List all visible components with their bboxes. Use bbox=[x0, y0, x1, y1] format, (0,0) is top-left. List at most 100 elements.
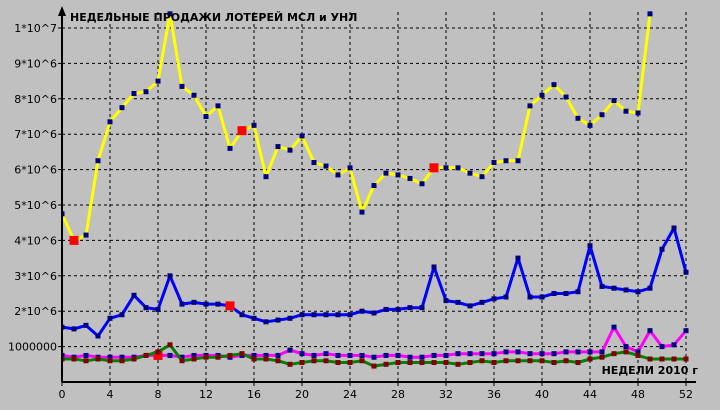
data-point bbox=[251, 122, 257, 128]
data-point bbox=[119, 358, 125, 364]
data-point bbox=[623, 287, 629, 293]
data-point bbox=[443, 165, 449, 171]
data-point bbox=[611, 324, 617, 330]
data-point bbox=[563, 291, 569, 296]
data-point bbox=[491, 360, 497, 366]
data-point bbox=[647, 285, 653, 291]
y-tick-label: 2*10^6 bbox=[14, 305, 57, 318]
y-tick-label: 7*10^6 bbox=[14, 128, 57, 141]
data-point bbox=[299, 312, 305, 318]
data-point bbox=[179, 358, 185, 364]
data-point bbox=[71, 356, 77, 362]
data-point bbox=[359, 352, 365, 358]
data-point bbox=[227, 145, 233, 151]
data-point bbox=[515, 349, 521, 355]
data-point bbox=[575, 360, 581, 366]
data-point bbox=[479, 174, 485, 180]
data-point bbox=[395, 172, 401, 178]
x-tick-label: 20 bbox=[295, 388, 309, 401]
x-tick-label: 4 bbox=[107, 388, 114, 401]
data-point bbox=[323, 358, 329, 364]
y-tick-label: 1000000 bbox=[8, 341, 57, 354]
data-point bbox=[71, 326, 77, 332]
data-point bbox=[191, 92, 197, 98]
data-point bbox=[275, 358, 281, 364]
data-point bbox=[311, 358, 317, 364]
data-point bbox=[275, 352, 281, 358]
data-point bbox=[371, 310, 377, 316]
data-point bbox=[587, 122, 593, 128]
data-point bbox=[419, 305, 425, 311]
x-tick-label: 8 bbox=[155, 388, 162, 401]
data-point bbox=[335, 360, 341, 366]
data-point bbox=[551, 360, 557, 366]
x-tick-label: 12 bbox=[199, 388, 213, 401]
x-tick-label: 16 bbox=[247, 388, 261, 401]
data-point bbox=[635, 352, 641, 358]
data-point bbox=[335, 312, 341, 318]
data-point bbox=[443, 360, 449, 366]
data-point bbox=[155, 306, 161, 312]
data-point bbox=[659, 356, 665, 362]
data-point bbox=[611, 285, 617, 291]
data-point bbox=[587, 349, 593, 355]
data-point bbox=[551, 291, 557, 296]
data-point bbox=[263, 319, 269, 325]
data-point bbox=[539, 294, 545, 300]
data-point bbox=[167, 342, 173, 348]
data-point bbox=[599, 354, 605, 360]
data-point bbox=[263, 174, 269, 180]
x-tick-label: 0 bbox=[59, 388, 66, 401]
data-point bbox=[287, 361, 293, 367]
data-point bbox=[203, 354, 209, 360]
data-point bbox=[515, 358, 521, 364]
data-point bbox=[155, 78, 161, 84]
data-point bbox=[515, 255, 521, 261]
data-point bbox=[323, 351, 329, 357]
data-point bbox=[62, 324, 65, 330]
data-point bbox=[659, 246, 665, 252]
data-point bbox=[563, 349, 569, 355]
data-point bbox=[515, 158, 521, 164]
data-point bbox=[371, 183, 377, 189]
data-point bbox=[611, 351, 617, 357]
data-point bbox=[539, 92, 545, 98]
x-tick-label: 40 bbox=[535, 388, 549, 401]
data-point bbox=[119, 105, 125, 111]
data-point bbox=[143, 89, 149, 95]
data-point bbox=[611, 98, 617, 104]
data-point bbox=[239, 351, 245, 357]
series-blue bbox=[62, 225, 689, 339]
chart-title: НЕДЕЛЬНЫЕ ПРОДАЖИ ЛОТЕРЕЙ МСЛ и УНЛ bbox=[70, 11, 357, 24]
data-point bbox=[431, 264, 437, 270]
data-point bbox=[539, 358, 545, 364]
data-point bbox=[287, 147, 293, 153]
data-point bbox=[95, 333, 101, 339]
data-point bbox=[359, 209, 365, 215]
x-tick-label: 32 bbox=[439, 388, 453, 401]
data-point bbox=[671, 356, 677, 362]
data-point bbox=[443, 352, 449, 358]
data-point bbox=[347, 352, 353, 358]
data-point bbox=[323, 312, 329, 318]
data-point bbox=[527, 103, 533, 109]
highlight-marker bbox=[225, 301, 235, 311]
y-tick-label: 6*10^6 bbox=[14, 164, 57, 177]
data-point bbox=[215, 301, 221, 307]
highlight-marker bbox=[153, 350, 163, 360]
data-point bbox=[383, 352, 389, 358]
data-point bbox=[179, 301, 185, 307]
data-point bbox=[551, 82, 557, 88]
x-tick-label: 44 bbox=[583, 388, 597, 401]
data-point bbox=[359, 308, 365, 314]
series-layer bbox=[62, 11, 689, 369]
data-point bbox=[251, 315, 257, 321]
data-point bbox=[599, 349, 605, 355]
data-point bbox=[107, 315, 113, 321]
data-point bbox=[623, 344, 629, 350]
data-point bbox=[467, 303, 473, 309]
data-point bbox=[347, 312, 353, 318]
data-point bbox=[635, 349, 641, 355]
